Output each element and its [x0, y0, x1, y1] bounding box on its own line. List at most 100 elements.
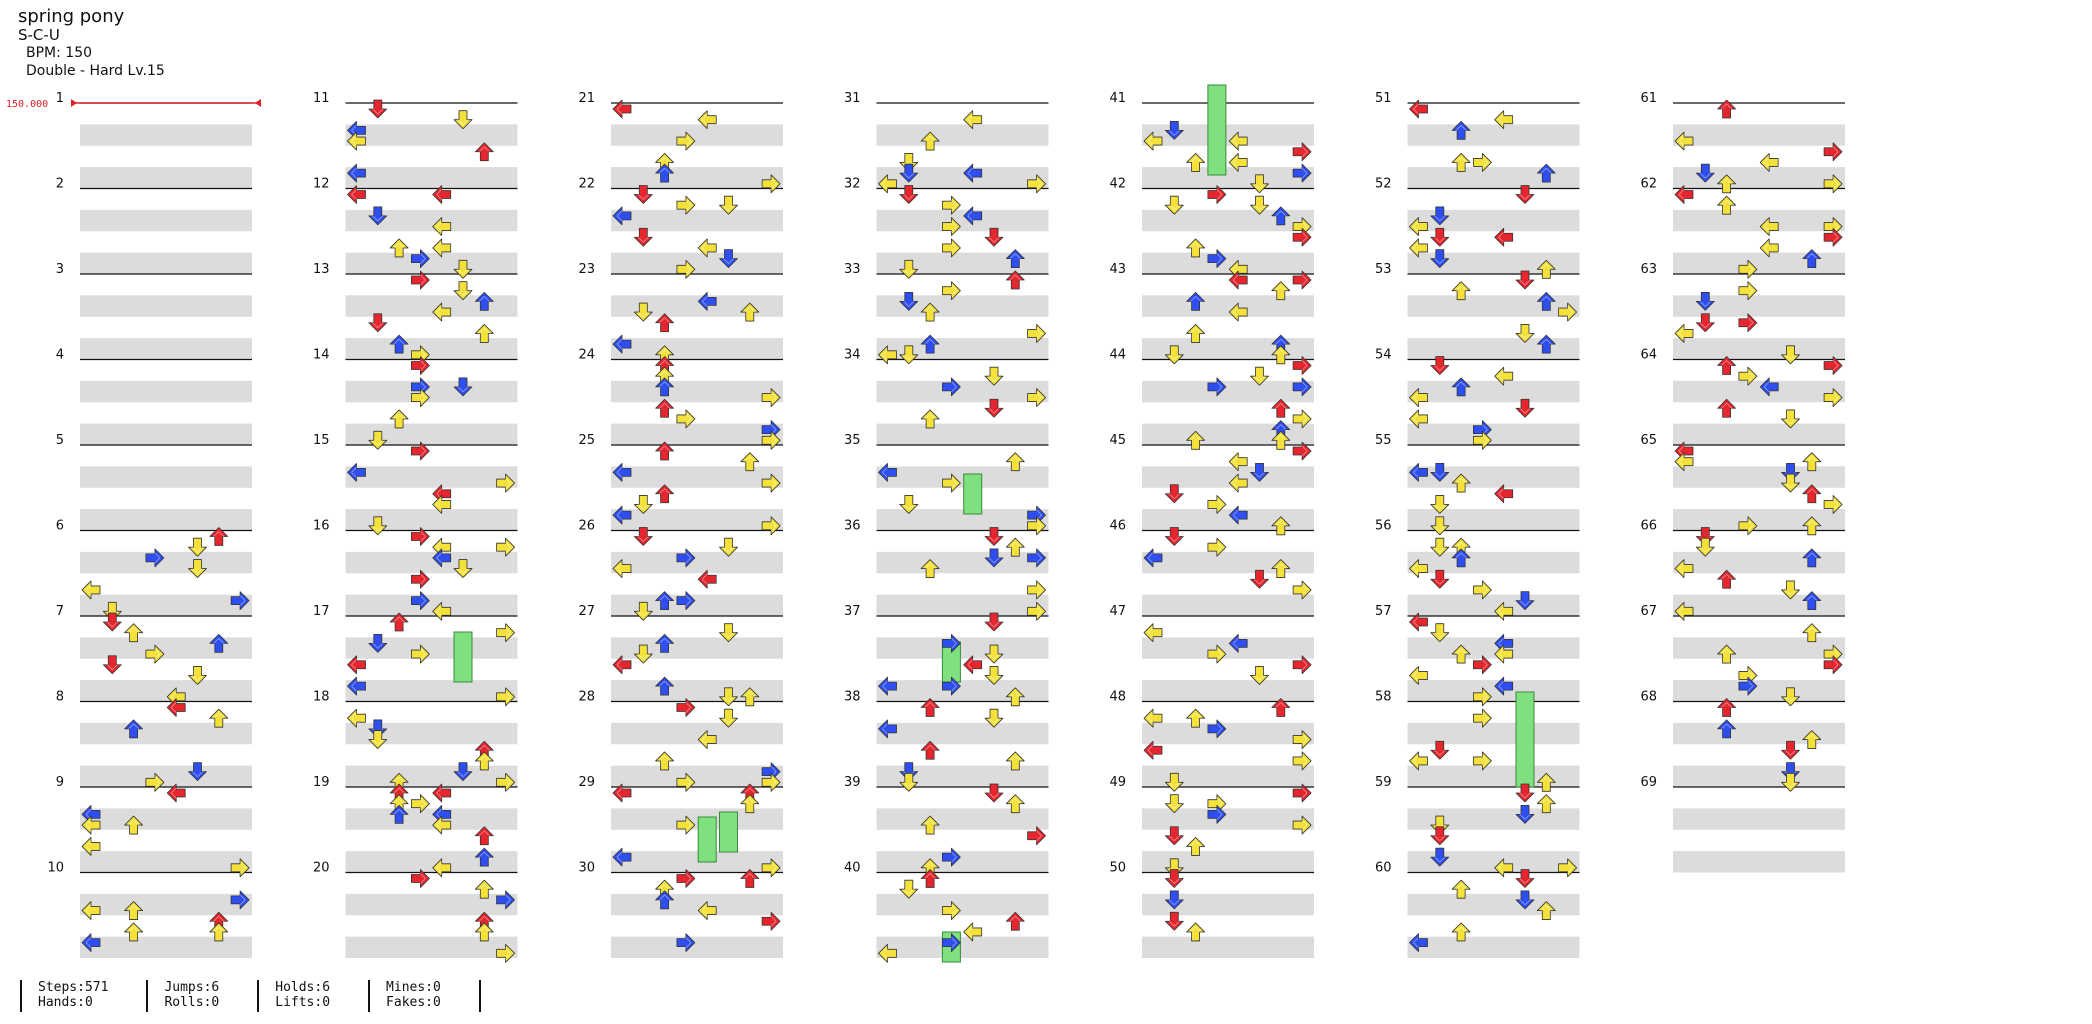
beat-band — [876, 509, 1049, 531]
beat-band — [1673, 551, 1845, 574]
chart-column: 31 32 33 34 35 36 37 38 39 40 — [844, 91, 1049, 958]
beat-band — [1142, 594, 1314, 616]
stat-rolls: Rolls:0 — [164, 995, 220, 1010]
stat-holds: Holds:6 — [275, 980, 331, 995]
measure-number: 33 — [844, 262, 861, 277]
beat-band — [1142, 680, 1314, 702]
beat-band — [1142, 893, 1314, 916]
measure-number: 7 — [56, 604, 64, 619]
measure-number: 11 — [313, 91, 330, 106]
beat-band — [611, 295, 783, 317]
measure-number: 57 — [1375, 604, 1392, 619]
measure-number: 62 — [1640, 177, 1657, 192]
measure-number: 5 — [56, 433, 64, 448]
beat-band — [345, 594, 518, 616]
stat-steps: Steps:571 — [38, 980, 109, 995]
measure-number: 67 — [1640, 604, 1657, 619]
beat-band — [1142, 295, 1314, 317]
measure-number: 59 — [1375, 775, 1392, 790]
measure-number: 40 — [844, 861, 861, 876]
measure-number: 36 — [844, 519, 861, 534]
chart-stats: Steps:571 Hands:0 Jumps:6 Rolls:0 Holds:… — [20, 980, 481, 1012]
bpm-marker-label: 150.000 — [6, 99, 48, 110]
measure-number: 61 — [1640, 91, 1657, 106]
hold-note — [719, 811, 738, 853]
beat-band — [1142, 637, 1314, 659]
beat-band — [345, 680, 518, 702]
measure-number: 21 — [578, 91, 595, 106]
beat-band — [1673, 808, 1845, 830]
beat-band — [1673, 637, 1845, 659]
beat-band — [876, 637, 1049, 659]
measure-number: 16 — [313, 519, 330, 534]
measure-number: 50 — [1109, 861, 1126, 876]
beat-band — [345, 765, 518, 787]
beat-band — [345, 808, 518, 830]
beat-band — [1142, 167, 1314, 189]
beat-band — [1673, 680, 1845, 702]
beat-band — [876, 722, 1049, 745]
beat-band — [1407, 509, 1580, 531]
measure-number: 29 — [578, 775, 595, 790]
measure-number: 15 — [313, 433, 330, 448]
measure-number: 28 — [578, 690, 595, 705]
measure-number: 42 — [1109, 177, 1126, 192]
measure-number: 55 — [1375, 433, 1392, 448]
beat-band — [876, 765, 1049, 787]
beat-band — [1673, 509, 1845, 531]
beat-band — [80, 851, 252, 873]
stat-lifts: Lifts:0 — [275, 995, 331, 1010]
beat-band — [1407, 124, 1580, 146]
beat-band — [876, 252, 1049, 274]
beat-band — [1673, 466, 1845, 488]
beat-band — [1407, 295, 1580, 317]
measure-number: 6 — [56, 519, 64, 534]
beat-band — [876, 893, 1049, 916]
bpm-change-marker: 150.000 — [6, 99, 261, 110]
beat-band — [345, 466, 518, 488]
beat-band — [1673, 423, 1845, 445]
beat-band — [80, 765, 252, 787]
chart-column: 21 22 23 24 25 26 27 28 29 30 — [578, 91, 783, 958]
measure-number: 48 — [1109, 690, 1126, 705]
measure-number: 3 — [56, 262, 64, 277]
measure-number: 63 — [1640, 262, 1657, 277]
beat-band — [876, 124, 1049, 146]
beat-band — [611, 765, 783, 787]
beat-band — [876, 808, 1049, 830]
measure-number: 39 — [844, 775, 861, 790]
measure-number: 9 — [56, 775, 64, 790]
beat-band — [1142, 722, 1314, 745]
beat-band — [1673, 338, 1845, 360]
measure-number: 13 — [313, 262, 330, 277]
beat-band — [80, 551, 252, 574]
beat-band — [611, 423, 783, 445]
measure-number: 24 — [578, 348, 595, 363]
beat-band — [1407, 338, 1580, 360]
beat-band — [876, 466, 1049, 488]
notes-layer — [81, 84, 1843, 963]
measure-number: 49 — [1109, 775, 1126, 790]
beat-band — [611, 637, 783, 659]
beat-band — [345, 423, 518, 445]
measure-number: 35 — [844, 433, 861, 448]
beat-band — [345, 295, 518, 317]
measure-number: 25 — [578, 433, 595, 448]
beat-band — [80, 936, 252, 958]
beat-band — [80, 466, 252, 488]
bpm-info: BPM: 150 — [26, 45, 93, 61]
measure-number: 68 — [1640, 690, 1657, 705]
measure-number: 66 — [1640, 519, 1657, 534]
measure-number: 26 — [578, 519, 595, 534]
stat-group: Mines:0 Fakes:0 — [368, 980, 479, 1012]
stat-jumps: Jumps:6 — [164, 980, 220, 995]
beat-band — [876, 295, 1049, 317]
beat-band — [1142, 466, 1314, 488]
stat-mines: Mines:0 — [386, 980, 441, 995]
beat-band — [876, 380, 1049, 403]
beat-band — [611, 167, 783, 189]
measure-number: 30 — [578, 861, 595, 876]
beat-band — [345, 380, 518, 403]
beat-band — [1407, 380, 1580, 403]
beat-band — [80, 167, 252, 189]
